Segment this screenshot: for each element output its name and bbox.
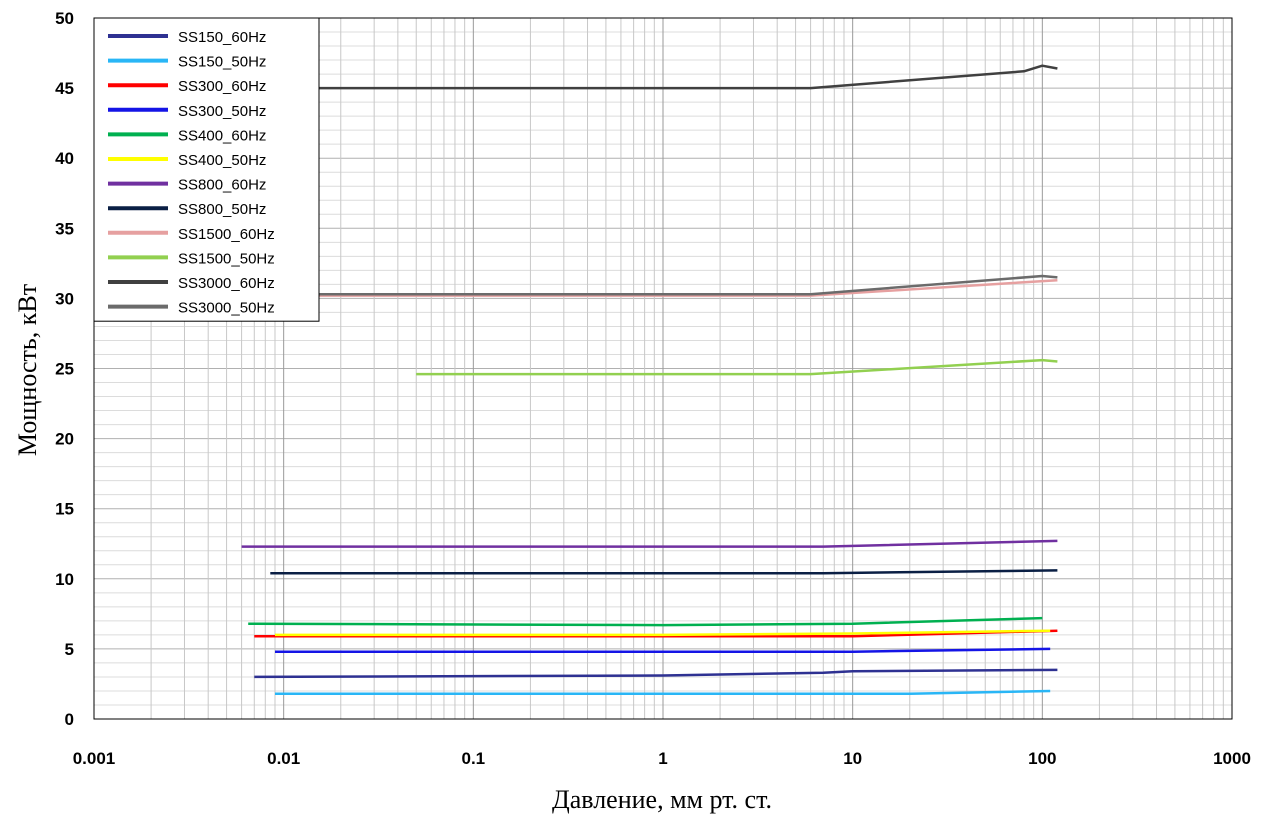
y-tick-label: 30 [55,289,74,308]
legend-label: SS3000_60Hz [178,275,275,292]
legend-label: SS1500_60Hz [178,226,275,243]
legend: SS150_60Hz SS150_50Hz SS300_60Hz SS300_50Hz… [93,17,320,322]
x-tick-label: 10 [843,749,862,768]
series-line-SS300_50Hz [275,647,1051,653]
x-tick-label: 1 [658,749,667,768]
legend-label: SS1500_50Hz [178,250,275,267]
legend-label: SS300_60Hz [178,78,266,95]
legend-label: SS3000_50Hz [178,300,275,317]
x-tick-label: 0.001 [73,749,116,768]
legend-label: SS400_50Hz [178,152,266,169]
series-layer [241,64,1058,696]
series-line-SS800_50Hz [270,569,1058,575]
x-tick-label: 100 [1028,749,1056,768]
y-tick-label: 10 [55,570,74,589]
x-axis-title: Давление, мм рт. ст. [552,785,772,814]
x-tick-labels: 0.001 0.01 0.1 1 10 100 1000 [73,749,1251,768]
y-tick-label: 40 [55,149,74,168]
y-tick-label: 35 [55,219,74,238]
y-tick-label: 25 [55,360,74,379]
legend-label: SS800_60Hz [178,177,266,194]
legend-label: SS400_60Hz [178,127,266,144]
legend-box [93,17,320,322]
y-tick-label: 50 [55,9,74,28]
series-line-SS400_50Hz [275,629,1051,637]
y-axis-title: Мощность, кВт [13,284,42,456]
x-tick-label: 1000 [1213,749,1251,768]
y-tick-label: 20 [55,430,74,449]
series-line-SS150_60Hz [254,668,1058,679]
y-tick-label: 45 [55,79,74,98]
legend-label: SS150_50Hz [178,54,266,71]
series-line-SS400_60Hz [248,616,1043,627]
legend-label: SS150_60Hz [178,29,266,46]
y-tick-label: 5 [65,640,74,659]
series-line-SS1500_50Hz [416,358,1058,376]
series-line-SS1500_60Hz [241,278,1058,297]
y-tick-label: 15 [55,500,74,519]
legend-label: SS300_50Hz [178,103,266,120]
legend-label: SS800_50Hz [178,201,266,218]
x-tick-label: 0.1 [462,749,486,768]
series-line-SS800_60Hz [241,539,1058,548]
y-tick-label: 0 [65,710,74,729]
series-line-SS300_60Hz [254,629,1058,638]
y-tick-labels: 0 5 10 15 20 25 30 35 40 45 50 [55,9,74,729]
series-line-SS3000_50Hz [241,274,1058,296]
x-tick-label: 0.01 [267,749,300,768]
series-line-SS150_50Hz [275,689,1051,696]
plot-frame [93,17,1233,720]
series-line-SS3000_60Hz [241,64,1058,90]
